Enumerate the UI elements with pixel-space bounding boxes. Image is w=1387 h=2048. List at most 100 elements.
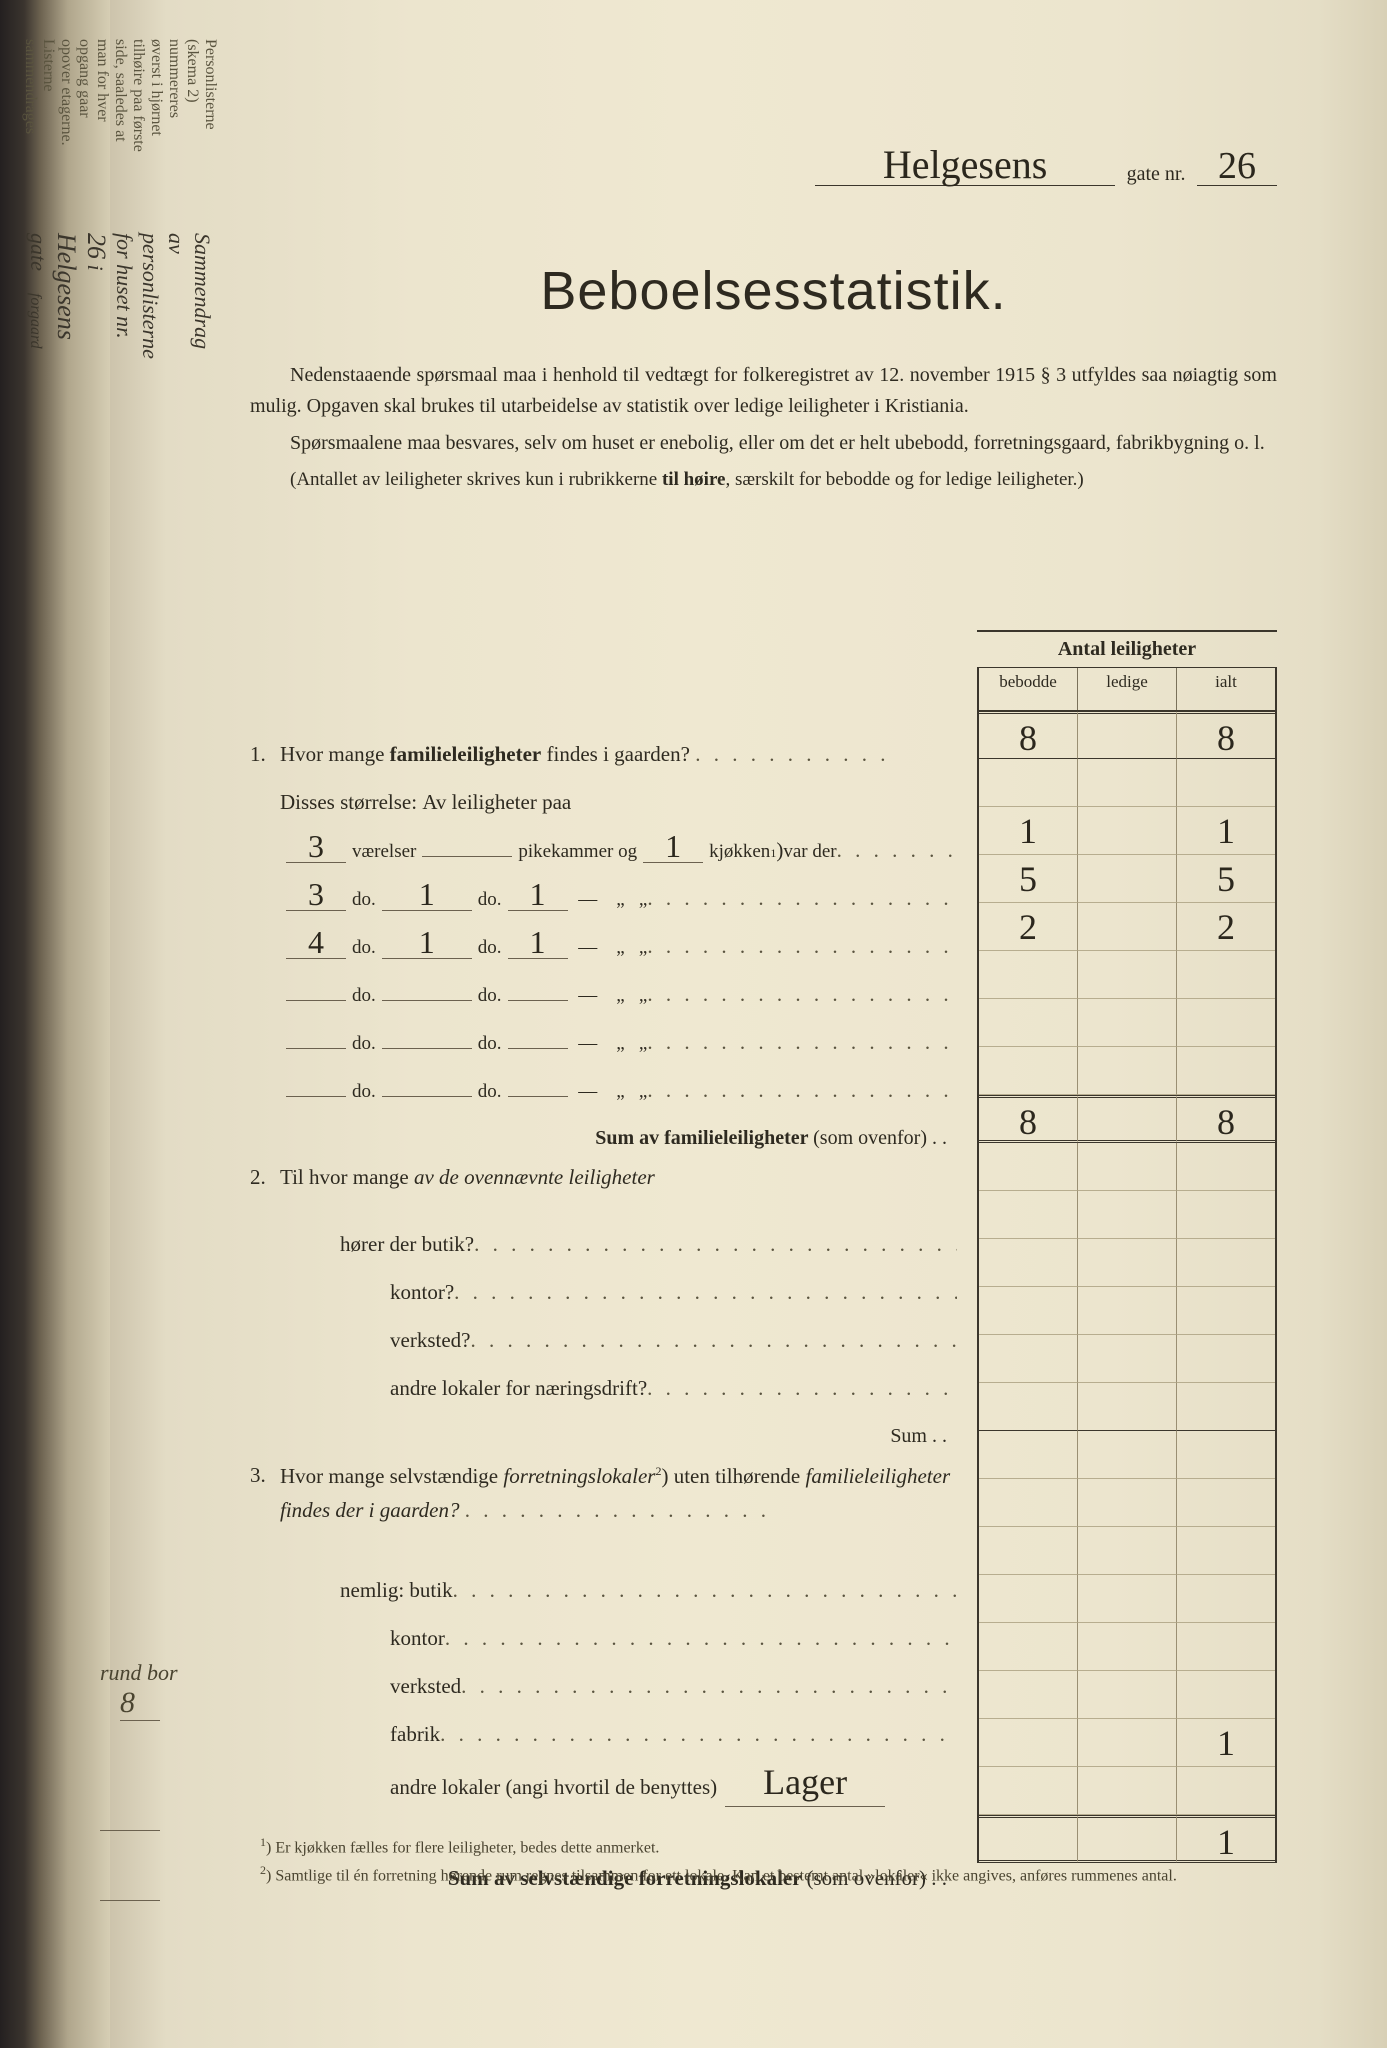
q2-line-1: hører der butik? [250, 1220, 957, 1268]
q3-line-3: verksted [250, 1662, 957, 1710]
d1-vaerelser: 3 [286, 830, 346, 863]
d2-do1: do. [352, 876, 376, 924]
main-page-content: Helgesens gate nr. 26 Beboelsesstatistik… [190, 0, 1357, 2018]
q2-row-3 [979, 1287, 1275, 1335]
sidebar-label-c: gate [26, 233, 51, 271]
r3-led [1077, 903, 1176, 951]
sidebar-forgaard: forgaard [27, 293, 44, 349]
q3-row-andre: 1 [979, 1719, 1275, 1767]
d4-v [286, 1000, 346, 1001]
question-1: 1. Hvor mange familieleiligheter findes … [250, 730, 957, 778]
q1-total-ialt: 8 [1176, 711, 1275, 759]
question-3: 3. Hvor mange selvstændige forretningslo… [250, 1460, 957, 1556]
r2-ialt: 5 [1176, 855, 1275, 903]
sidebar-rund-bor: rund bor 8 [100, 1660, 178, 1721]
d3-k: 1 [508, 926, 568, 959]
d3-do1: do. [352, 924, 376, 972]
q3-row-1 [979, 1527, 1275, 1575]
q3-b: forretningslokaler [503, 1464, 655, 1488]
detail-row-5 [979, 999, 1275, 1047]
intro-text: Nedenstaaende spørsmaal maa i henhold ti… [250, 360, 1277, 500]
q2-text: Til hvor mange av de ovennævnte leilighe… [280, 1162, 957, 1210]
q2-line-2: kontor? [250, 1268, 957, 1316]
r2-beb: 5 [979, 855, 1077, 903]
lbl-pike: pikekammer og [518, 828, 637, 876]
detail-row-1: 1 1 [979, 807, 1275, 855]
q1-text-b: familieleiligheter [390, 742, 542, 766]
q1-total-led [1077, 711, 1176, 759]
q2-l1: hører der butik? [340, 1220, 474, 1268]
q3-andre-beb [979, 1719, 1077, 1767]
q1-sum-beb: 8 [979, 1095, 1077, 1143]
d6-do1: do. [352, 1068, 376, 1116]
d3-do2: do. [478, 924, 502, 972]
q3-row-3 [979, 1623, 1275, 1671]
q3-a: Hvor mange selvstændige [280, 1464, 503, 1488]
q1-total-row: 8 8 [979, 711, 1275, 759]
r2-led [1077, 855, 1176, 903]
avleil-label: Av leiligheter paa [422, 778, 571, 826]
q1-text: Hvor mange familieleiligheter findes i g… [280, 730, 957, 778]
q3-line-4: fabrik [250, 1710, 957, 1758]
sidebar-main-line: Sammendrag av personlisterne for huset n… [25, 233, 215, 353]
d2-v: 3 [286, 878, 346, 911]
q1-detail-5: do. do. — „ „ [250, 1018, 957, 1066]
q3-text: Hvor mange selvstændige forretningslokal… [280, 1460, 957, 1556]
gate-nr-label: gate nr. [1127, 163, 1186, 185]
q3-nemlig-line: nemlig: butik [250, 1566, 957, 1614]
q3-gap [979, 1767, 1275, 1815]
d4-p [382, 1000, 472, 1001]
col-ledige: ledige [1077, 668, 1176, 710]
left-margin-sidebar: Personlisterne (skema 2) nummereres øver… [60, 0, 180, 2048]
grid-header: Antal leiligheter [977, 630, 1277, 668]
q3-line-2: kontor [250, 1614, 957, 1662]
q3-number: 3. [250, 1460, 280, 1556]
detail-row-3: 2 2 [979, 903, 1275, 951]
q3-l2: kontor [390, 1614, 445, 1662]
q1-detail-4: do. do. — „ „ [250, 970, 957, 1018]
q2-number: 2. [250, 1162, 280, 1210]
d5-do2: do. [478, 1020, 502, 1068]
d4-do1: do. [352, 972, 376, 1020]
q1-text-a: Hvor mange [280, 742, 390, 766]
q1-detail-3: 4do. 1do. 1 — „ „ [250, 922, 957, 970]
r1-led [1077, 807, 1176, 855]
q3-l4: fabrik [390, 1710, 440, 1758]
q3-e: findes der i gaarden? [280, 1498, 459, 1522]
q2-sum-label: Sum . . [250, 1412, 957, 1460]
q1-sum-text: Sum av familieleiligheter [595, 1127, 808, 1149]
d1-pike [422, 856, 512, 857]
r3-beb: 2 [979, 903, 1077, 951]
grid-rows: 8 8 1 1 5 5 [977, 711, 1277, 1863]
d5-p [382, 1048, 472, 1049]
q1-sum-suffix: (som ovenfor) . . [813, 1127, 947, 1149]
q1-detail-2: 3do. 1do. 1 — „ „ [250, 874, 957, 922]
footnote-2: 2) Samtlige til én forretning hørende ru… [260, 1861, 1257, 1888]
scanned-page: Personlisterne (skema 2) nummereres øver… [0, 0, 1387, 2048]
spacer-row [979, 759, 1275, 807]
count-grid: Antal leiligheter bebodde ledige ialt 8 … [977, 630, 1277, 1863]
rund-bor-value: 8 [120, 1686, 160, 1721]
q1-detail-6: do. do. — „ „ [250, 1066, 957, 1114]
lbl-vaerelser: værelser [352, 828, 416, 876]
d3-v: 4 [286, 926, 346, 959]
q3-d: familieleiligheter [805, 1464, 950, 1488]
address-line: Helgesens gate nr. 26 [757, 145, 1277, 186]
q3-nemlig: nemlig: [340, 1566, 404, 1614]
col-ialt: ialt [1176, 668, 1277, 710]
d2-k: 1 [508, 878, 568, 911]
q3-head-row-b [979, 1479, 1275, 1527]
sidebar-label-b: i [83, 265, 108, 271]
d2-p: 1 [382, 878, 472, 911]
q1-total-beb: 8 [979, 711, 1077, 759]
intro-paragraph-2: Spørsmaalene maa besvares, selv om huset… [250, 428, 1277, 459]
intro-note: (Antallet av leiligheter skrives kun i r… [250, 465, 1277, 494]
house-number-field: 26 [1197, 147, 1277, 186]
disses-label: Disses størrelse: [280, 778, 417, 826]
q3-row-4 [979, 1671, 1275, 1719]
sidebar-house-number: 26 [82, 233, 111, 259]
d5-do1: do. [352, 1020, 376, 1068]
q1-text-c: findes i gaarden? [541, 742, 690, 766]
d6-do2: do. [478, 1068, 502, 1116]
question-2: 2. Til hvor mange av de ovennævnte leili… [250, 1162, 957, 1210]
